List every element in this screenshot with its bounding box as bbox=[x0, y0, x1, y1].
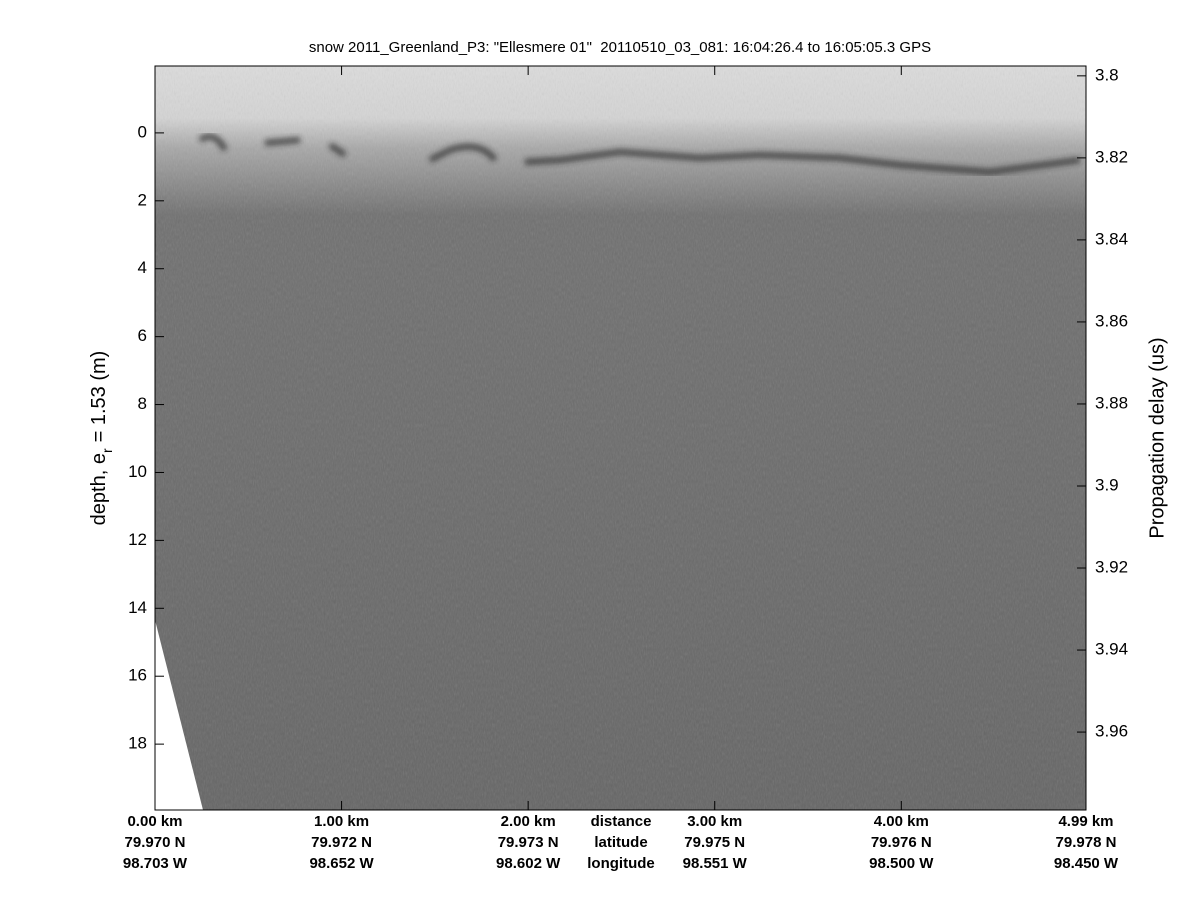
y-tick-label: 14 bbox=[128, 598, 147, 617]
x-tick-label: 0.00 km bbox=[127, 813, 182, 830]
x-tick-label: 1.00 km bbox=[314, 813, 369, 830]
row-label: longitude bbox=[587, 855, 655, 872]
y-tick-label: 4 bbox=[138, 258, 147, 277]
y2-tick-label: 3.88 bbox=[1095, 393, 1128, 412]
row-label: latitude bbox=[594, 834, 647, 851]
y2-tick-label: 3.94 bbox=[1095, 640, 1128, 659]
y-tick-label: 18 bbox=[128, 734, 147, 753]
y-tick-label: 16 bbox=[128, 666, 147, 685]
y-tick-label: 8 bbox=[138, 394, 147, 413]
longitude-label: 98.551 W bbox=[683, 855, 748, 872]
chart-title: snow 2011_Greenland_P3: "Ellesmere 01" 2… bbox=[309, 39, 931, 56]
y2-tick-label: 3.96 bbox=[1095, 722, 1128, 741]
x-tick-label: 2.00 km bbox=[501, 813, 556, 830]
longitude-label: 98.602 W bbox=[496, 855, 561, 872]
y2-tick-label: 3.92 bbox=[1095, 557, 1128, 576]
y2-axis-label: Propagation delay (us) bbox=[1146, 337, 1168, 538]
latitude-label: 79.975 N bbox=[684, 834, 745, 851]
echogram-image bbox=[154, 65, 1087, 811]
longitude-label: 98.500 W bbox=[869, 855, 934, 872]
y-label-part: = 1.53 (m) bbox=[88, 351, 110, 443]
y-tick-label: 0 bbox=[138, 122, 147, 141]
latitude-label: 79.972 N bbox=[311, 834, 372, 851]
y-label-subscript: r bbox=[99, 448, 115, 453]
y2-tick-label: 3.8 bbox=[1095, 65, 1119, 84]
y-label-part: depth, e bbox=[88, 453, 110, 525]
longitude-label: 98.652 W bbox=[309, 855, 374, 872]
y2-tick-label: 3.84 bbox=[1095, 229, 1128, 248]
latitude-label: 79.978 N bbox=[1056, 834, 1117, 851]
y-tick-label: 6 bbox=[138, 326, 147, 345]
latitude-label: 79.976 N bbox=[871, 834, 932, 851]
latitude-label: 79.970 N bbox=[125, 834, 186, 851]
y-tick-label: 10 bbox=[128, 462, 147, 481]
row-label: distance bbox=[591, 813, 652, 830]
y2-tick-label: 3.82 bbox=[1095, 147, 1128, 166]
x-tick-label: 3.00 km bbox=[687, 813, 742, 830]
latitude-label: 79.973 N bbox=[498, 834, 559, 851]
longitude-label: 98.703 W bbox=[123, 855, 188, 872]
y-tick-label: 12 bbox=[128, 530, 147, 549]
x-tick-label: 4.00 km bbox=[874, 813, 929, 830]
longitude-label: 98.450 W bbox=[1054, 855, 1119, 872]
y2-tick-label: 3.9 bbox=[1095, 475, 1119, 494]
y2-tick-label: 3.86 bbox=[1095, 311, 1128, 330]
x-tick-label: 4.99 km bbox=[1058, 813, 1113, 830]
y-axis-label: depth, er = 1.53 (m) bbox=[88, 351, 114, 526]
y-tick-label: 2 bbox=[138, 190, 147, 209]
